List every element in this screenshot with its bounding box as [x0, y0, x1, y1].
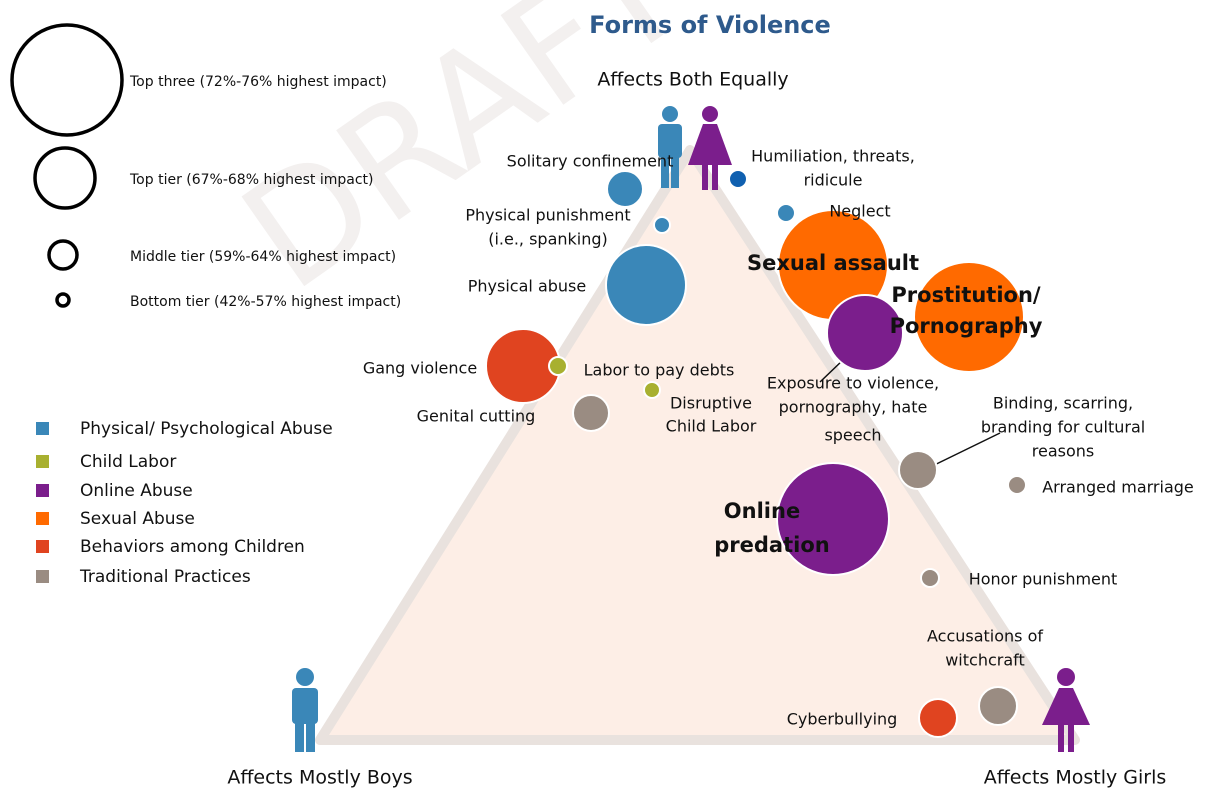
bubble [920, 568, 940, 588]
bubble [728, 169, 748, 189]
bubble-label: ridicule [804, 171, 863, 190]
bubble [826, 294, 904, 372]
legend-label: Child Labor [80, 452, 176, 472]
bubble-label: Prostitution/ [891, 283, 1041, 307]
bubble-label: Child Labor [666, 417, 757, 436]
bubble-label: Physical punishment [465, 206, 630, 225]
bubble [918, 698, 958, 738]
bubble-label: Pornography [890, 314, 1043, 338]
legend-swatch [36, 512, 49, 525]
girl-icon [688, 106, 732, 190]
bubble [548, 356, 568, 376]
legend-label: Traditional Practices [79, 567, 251, 587]
size-legend-label: Top three (72%-76% highest impact) [129, 74, 387, 90]
bubble [913, 261, 1025, 373]
bubble-label: Physical abuse [468, 277, 586, 296]
bubble-label: Solitary confinement [507, 152, 674, 171]
bubble-label: Arranged marriage [1042, 478, 1194, 497]
bubble-label: speech [824, 426, 881, 445]
bubble-label: Exposure to violence, [767, 374, 939, 393]
bubble-label: Genital cutting [417, 407, 536, 426]
bubble [1007, 475, 1027, 495]
bubble-label: Honor punishment [969, 570, 1118, 589]
legend-swatch [36, 422, 49, 435]
bubble [572, 394, 610, 432]
bubble [898, 450, 938, 490]
bubble-label: Online [724, 499, 800, 523]
legend-swatch [36, 484, 49, 497]
legend-swatch [36, 540, 49, 553]
size-legend-circle [47, 239, 79, 271]
triangle [315, 145, 1080, 745]
corner-label: Affects Both Equally [597, 69, 788, 91]
bubble-label: Accusations of [927, 627, 1043, 646]
title: Forms of Violence [589, 11, 831, 39]
bubble-label: Humiliation, threats, [751, 147, 915, 166]
bubble-label: predation [714, 533, 829, 557]
legend-label: Online Abuse [80, 481, 193, 501]
bubble-label: Binding, scarring, [993, 394, 1133, 413]
bubble-label: (i.e., spanking) [488, 230, 608, 249]
corner-label: Affects Mostly Girls [984, 767, 1167, 789]
size-legend-label: Top tier (67%-68% highest impact) [129, 172, 373, 188]
bubble-label: reasons [1032, 442, 1094, 461]
size-legend-circle [10, 23, 124, 137]
bubble-label: Cyberbullying [787, 710, 898, 729]
size-legend-label: Bottom tier (42%-57% highest impact) [130, 294, 401, 310]
boy-icon [658, 106, 682, 188]
legend-label: Physical/ Psychological Abuse [80, 419, 333, 439]
bubble [776, 203, 796, 223]
bubble-label: Gang violence [363, 359, 477, 378]
bubble-label: Neglect [829, 202, 890, 221]
corner-label: Affects Mostly Boys [227, 767, 412, 789]
bubble [653, 216, 671, 234]
bubble-label: pornography, hate [779, 398, 928, 417]
legend-swatch [36, 570, 49, 583]
bubble [606, 170, 644, 208]
size-legend-circle [33, 146, 97, 210]
legend-label: Behaviors among Children [80, 537, 305, 557]
bubble-label: Sexual assault [747, 251, 919, 275]
bubble [978, 686, 1018, 726]
bubble [776, 462, 890, 576]
bubble-label: witchcraft [945, 651, 1025, 670]
size-legend-label: Middle tier (59%-64% highest impact) [130, 249, 396, 265]
boy-icon [292, 668, 318, 752]
legend-swatch [36, 455, 49, 468]
size-legend-circle [55, 292, 71, 308]
legend-label: Sexual Abuse [80, 509, 195, 529]
bubble [605, 244, 687, 326]
bubble-label: Labor to pay debts [584, 361, 735, 380]
girl-icon [1042, 668, 1090, 752]
bubble-label: Disruptive [670, 394, 752, 413]
bubble [643, 381, 661, 399]
bubble-label: branding for cultural [981, 418, 1145, 437]
